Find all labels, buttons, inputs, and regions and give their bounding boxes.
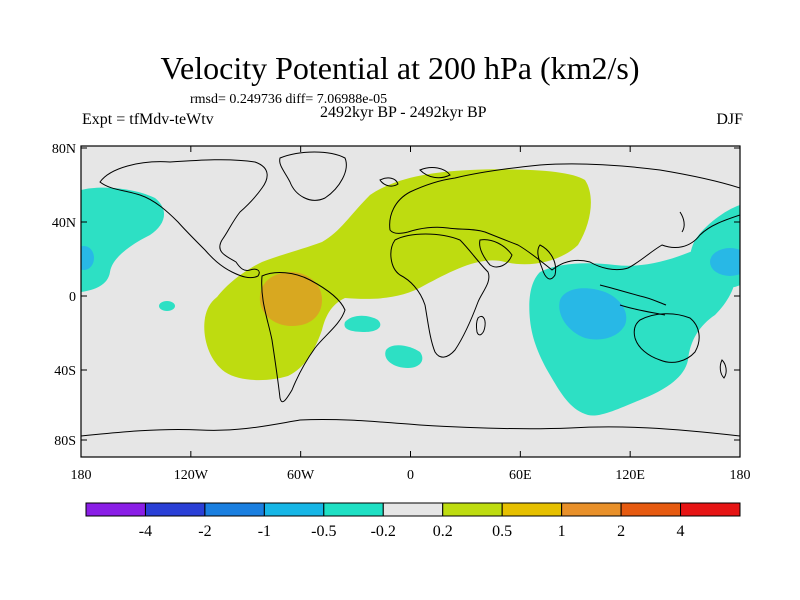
lon-label: 180 [71,468,92,483]
period-label: 2492kyr BP - 2492kyr BP [320,104,487,121]
colorbar-label: -1 [258,523,271,540]
colorbar-label: 4 [677,523,685,540]
lon-label: 120E [615,468,645,483]
colorbar-segment [561,502,622,517]
colorbar-segment [442,502,503,517]
coastlines [81,151,740,437]
colorbar-label: -0.5 [311,523,336,540]
lon-label: 60E [509,468,532,483]
colorbar-segment [620,502,682,517]
lon-label: 60W [287,468,315,483]
colorbar-label: 0.2 [433,523,453,540]
colorbar-label: -4 [139,523,152,540]
negative-anomaly-pacific-spot [159,301,175,311]
stats-label: rmsd= 0.249736 diff= 7.06988e-05 [190,92,388,107]
lat-label: 40S [54,364,76,379]
colorbar-segment [680,502,741,517]
contour-field [81,151,740,437]
negative-anomaly-south-atlantic [344,315,381,332]
colorbar-label: 2 [617,523,625,540]
colorbar-label: -2 [198,523,211,540]
positive-anomaly-spot [335,267,359,279]
season-label: DJF [716,111,743,128]
negative-anomaly-west-pacific-edge [81,187,165,292]
colorbar-label: 1 [558,523,566,540]
longitude-labels: 180 120W 60W 0 60E 120E 180 [71,468,751,483]
strong-negative-anomaly-west [81,246,94,270]
longitude-ticks [80,146,741,457]
strong-negative-anomaly-indonesia [559,288,627,340]
strong-negative-anomaly-east [710,248,740,276]
plot-title: Velocity Potential at 200 hPa (km2/s) [160,50,640,86]
colorbar-segment [85,502,146,517]
latitude-labels: 80N 40N 0 40S 80S [52,142,76,449]
lat-label: 80N [52,142,76,157]
colorbar-segment [204,502,265,517]
positive-anomaly-region [204,169,591,381]
strong-positive-anomaly-core [259,272,322,326]
colorbar [85,502,741,517]
lat-label: 80S [54,434,76,449]
experiment-label: Expt = tfMdv-teWtv [82,111,214,128]
colorbar-label: -0.2 [371,523,396,540]
lon-label: 180 [730,468,751,483]
lon-label: 120W [174,468,209,483]
colorbar-segment [263,502,325,517]
positive-anomaly-south-america [205,287,262,318]
colorbar-segment [144,502,206,517]
lat-label: 0 [69,290,76,305]
colorbar-segment [501,502,563,517]
colorbar-label: 0.5 [492,523,512,540]
lon-label: 0 [407,468,414,483]
latitude-ticks [81,147,740,441]
colorbar-segment [323,502,384,517]
lat-label: 40N [52,216,76,231]
colorbar-segment [382,502,444,517]
negative-anomaly-south-atlantic-2 [385,345,423,368]
colorbar-labels: -4 -2 -1 -0.5 -0.2 0.2 0.5 1 2 4 [139,523,685,540]
